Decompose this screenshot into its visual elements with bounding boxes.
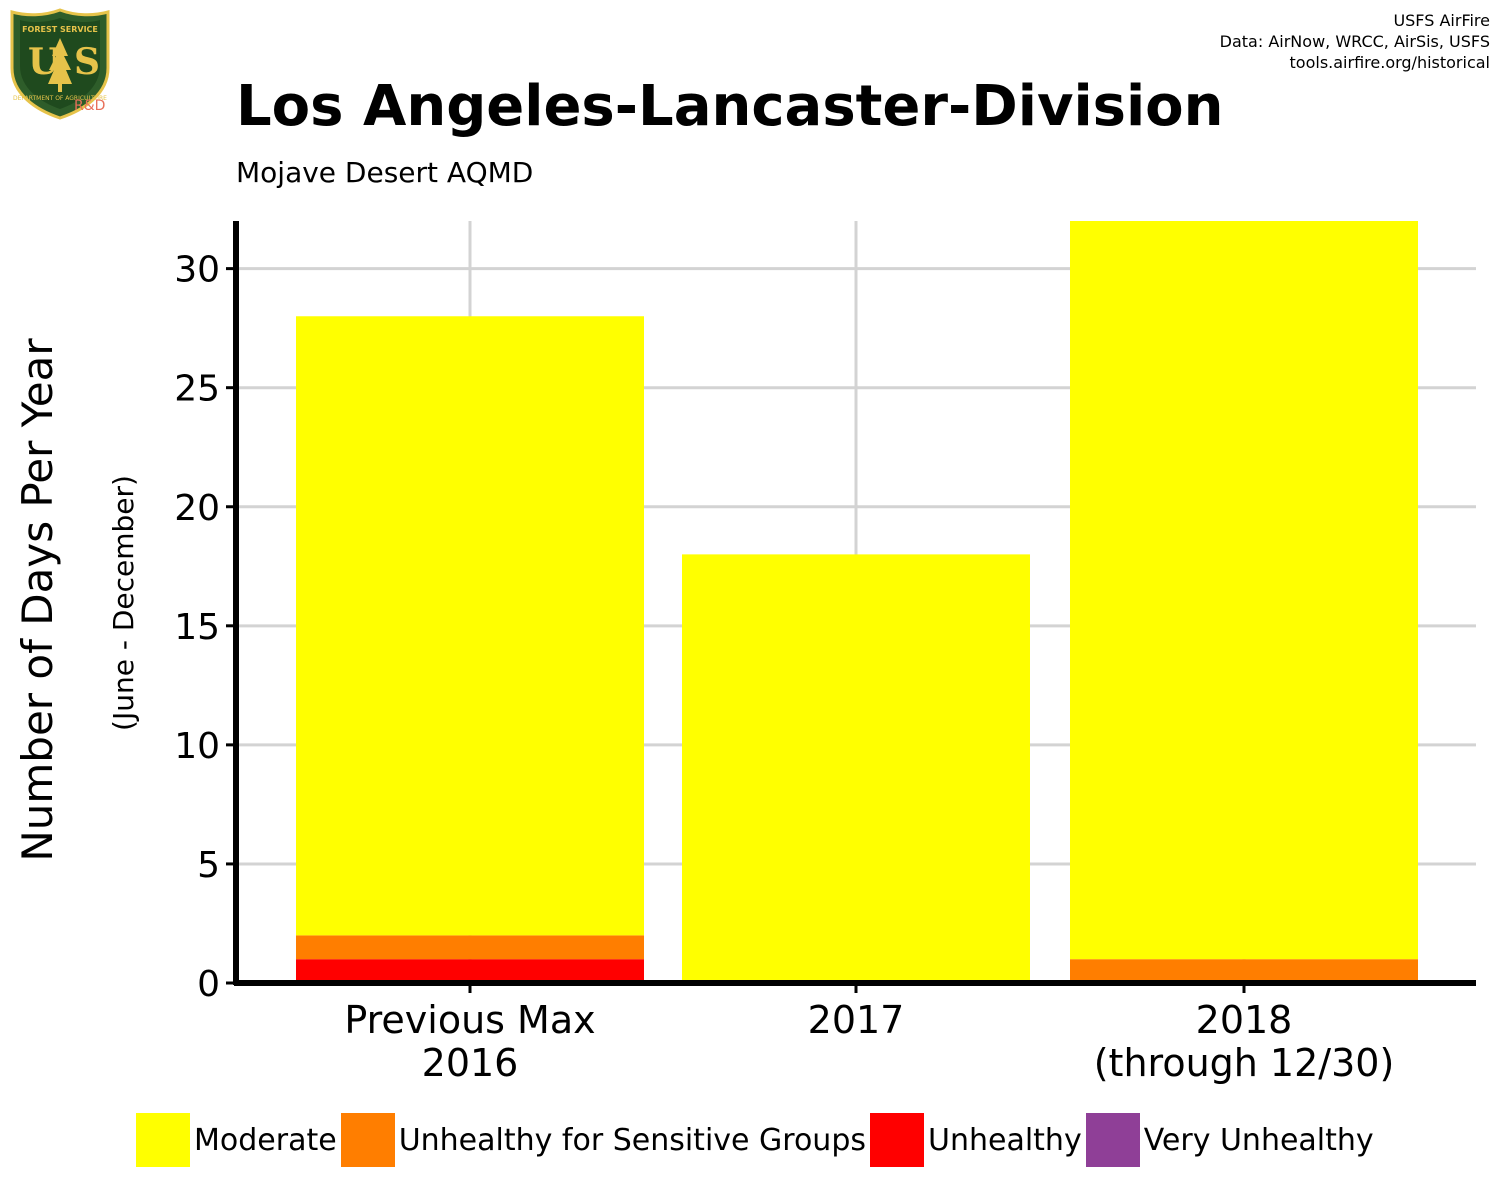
y-tick-label: 20	[174, 488, 220, 529]
svg-text:FOREST SERVICE: FOREST SERVICE	[22, 25, 98, 34]
logo-rd-label: R&D	[74, 98, 106, 114]
legend-label: Very Unhealthy	[1143, 1122, 1374, 1158]
legend-label: Moderate	[194, 1122, 337, 1158]
legend-label: Unhealthy	[928, 1122, 1082, 1158]
chart-subtitle: Mojave Desert AQMD	[236, 156, 534, 189]
legend-swatch-moderate	[136, 1113, 190, 1167]
x-tick-label: Previous Max	[344, 998, 595, 1042]
legend-item-very-unhealthy: Very Unhealthy	[1085, 1113, 1378, 1167]
forest-service-shield-logo: FOREST SERVICE U S DEPARTMENT OF AGRICUL…	[10, 8, 110, 120]
y-axis-sublabel: (June - December)	[107, 475, 140, 731]
y-tick-label: 10	[174, 726, 220, 767]
legend-swatch-usg	[340, 1113, 395, 1167]
bar-segment-moderate	[296, 316, 644, 936]
bar-segment-moderate	[1070, 221, 1418, 960]
x-tick-label: 2017	[808, 998, 905, 1042]
y-axis-label: Number of Days Per Year	[13, 338, 62, 862]
y-tick-label: 15	[174, 607, 220, 648]
credit-line: tools.airfire.org/historical	[1289, 53, 1490, 72]
y-tick-label: 0	[197, 964, 220, 1005]
legend-label: Unhealthy for Sensitive Groups	[398, 1122, 866, 1158]
credits-block: USFS AirFire Data: AirNow, WRCC, AirSis,…	[1220, 10, 1490, 73]
bar-segment-unhealthy	[296, 959, 644, 983]
x-tick-label: (through 12/30)	[1094, 1041, 1395, 1085]
legend-item-unhealthy: Unhealthy	[870, 1113, 1086, 1167]
svg-text:DEPARTMENT OF AGRICULTURE: DEPARTMENT OF AGRICULTURE	[13, 95, 107, 102]
x-tick-label: 2018	[1196, 998, 1293, 1042]
legend-item-usg: Unhealthy for Sensitive Groups	[340, 1113, 870, 1167]
svg-text:S: S	[74, 41, 100, 83]
legend-swatch-unhealthy	[870, 1113, 924, 1167]
bar-segment-unhealthy-for-sensitive-groups	[1070, 959, 1418, 983]
legend-item-moderate: Moderate	[136, 1113, 341, 1167]
credit-line: Data: AirNow, WRCC, AirSis, USFS	[1219, 32, 1490, 51]
chart-legend: Moderate Unhealthy for Sensitive Groups …	[136, 1112, 1378, 1168]
chart-title: Los Angeles-Lancaster-Division	[236, 74, 1224, 139]
bar-segment-moderate	[682, 554, 1030, 983]
x-tick-label: 2016	[422, 1041, 519, 1085]
y-tick-label: 25	[174, 369, 220, 410]
bar-segment-unhealthy-for-sensitive-groups	[296, 935, 644, 960]
y-tick-label: 30	[174, 250, 220, 291]
credit-line: USFS AirFire	[1393, 11, 1490, 30]
y-tick-label: 5	[197, 845, 220, 886]
legend-swatch-very-unhealthy	[1085, 1113, 1140, 1167]
